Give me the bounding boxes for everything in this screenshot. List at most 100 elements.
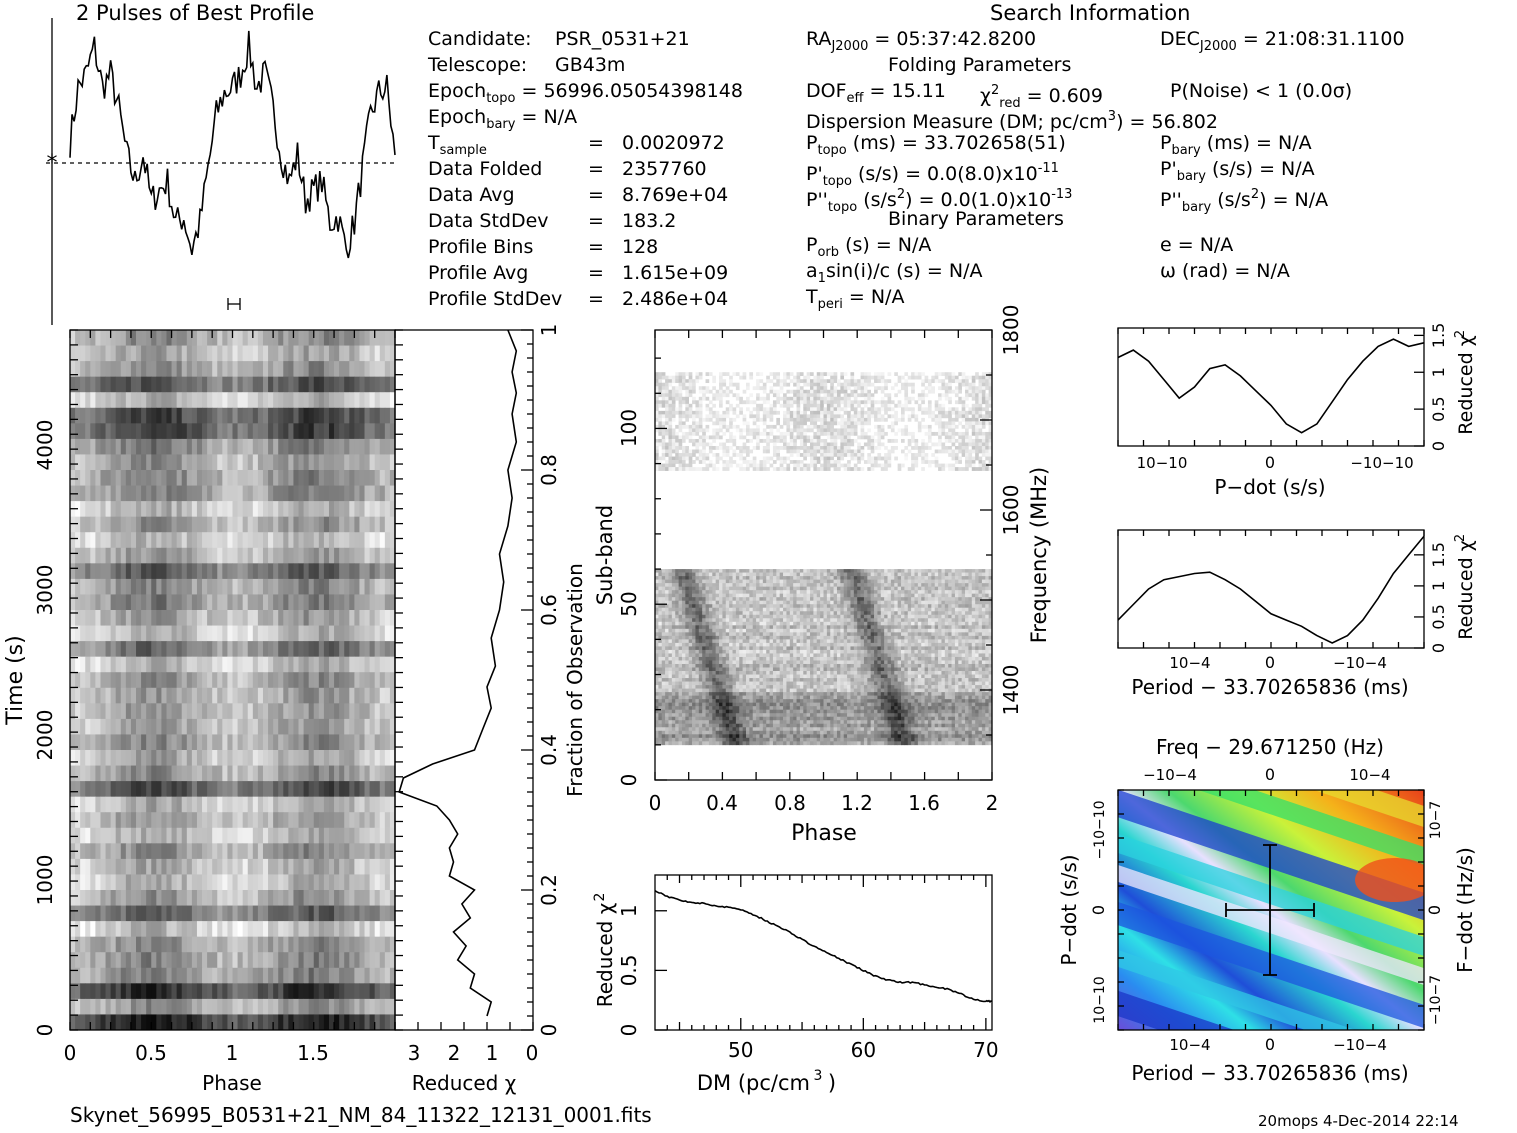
- heat-cell: [288, 376, 294, 393]
- heat-cell: [951, 424, 956, 429]
- heat-cell: [678, 372, 683, 377]
- heat-cell: [278, 843, 284, 860]
- heat-cell: [745, 424, 750, 429]
- heat-cell: [971, 438, 976, 443]
- heat-cell: [227, 532, 233, 549]
- heat-cell: [130, 765, 137, 782]
- heat-cell: [318, 656, 325, 673]
- heat-cell: [344, 967, 350, 984]
- heat-cell: [934, 414, 939, 419]
- heat-cell: [712, 428, 716, 433]
- heat-cell: [719, 372, 723, 377]
- heat-cell: [125, 718, 132, 735]
- heat-cell: [349, 827, 355, 844]
- heat-cell: [120, 796, 127, 813]
- heat-cell: [806, 453, 811, 457]
- heat-cell: [339, 858, 345, 875]
- heat-cell: [783, 438, 787, 443]
- heat-cell: [298, 656, 304, 673]
- heat-cell: [985, 410, 989, 415]
- heat-cell: [212, 858, 218, 875]
- heat-cell: [823, 396, 828, 401]
- heat-cell: [80, 672, 86, 689]
- heat-cell: [257, 641, 264, 658]
- heat-cell: [655, 467, 659, 471]
- heat-cell: [242, 438, 249, 455]
- heat-cell: [796, 446, 801, 450]
- heat-cell: [722, 446, 727, 450]
- heat-cell: [110, 967, 117, 984]
- heat-cell: [847, 435, 851, 440]
- heat-cell: [954, 389, 959, 394]
- heat-cell: [803, 438, 807, 443]
- heat-cell: [176, 874, 183, 891]
- heat-cell: [186, 687, 193, 704]
- heat-cell: [247, 501, 254, 518]
- heat-cell: [278, 890, 284, 906]
- heat-cell: [273, 532, 279, 549]
- heat-cell: [298, 625, 304, 642]
- heat-cell: [692, 438, 696, 443]
- heat-cell: [836, 449, 841, 454]
- heat-cell: [293, 718, 299, 735]
- heat-cell: [176, 454, 183, 471]
- heat-cell: [658, 382, 663, 387]
- heat-cell: [136, 547, 142, 564]
- heat-cell: [151, 345, 157, 362]
- heat-cell: [668, 382, 673, 387]
- heat-cell: [374, 641, 381, 658]
- heat-cell: [692, 431, 696, 436]
- heat-cell: [668, 449, 673, 454]
- heat-cell: [752, 467, 757, 471]
- heat-cell: [681, 467, 686, 471]
- heat-cell: [257, 796, 264, 813]
- heat-cell: [850, 431, 855, 436]
- heat-cell: [786, 424, 791, 429]
- heat-cell: [237, 672, 244, 689]
- heat-cell: [349, 656, 355, 673]
- heat-cell: [156, 967, 162, 984]
- heat-cell: [176, 921, 183, 938]
- heat-cell: [156, 392, 162, 409]
- heat-cell: [288, 827, 294, 844]
- heat-cell: [100, 563, 106, 580]
- heat-cell: [278, 905, 284, 922]
- heat-cell: [202, 501, 208, 518]
- heat-cell: [191, 796, 198, 813]
- heat-cell: [389, 905, 396, 922]
- heat-cell: [181, 952, 188, 969]
- heat-cell: [80, 750, 86, 766]
- heat-cell: [661, 467, 666, 471]
- heat-cell: [847, 453, 851, 457]
- heat-cell: [161, 578, 167, 595]
- heat-cell: [965, 414, 969, 419]
- heat-cell: [685, 453, 689, 457]
- heat-cell: [171, 952, 178, 969]
- heat-cell: [349, 423, 355, 440]
- heat-cell: [288, 423, 294, 440]
- heat-cell: [334, 501, 340, 518]
- heat-cell: [668, 396, 673, 401]
- heat-cell: [308, 874, 315, 891]
- heat-cell: [232, 392, 238, 409]
- heat-cell: [364, 641, 371, 658]
- heat-cell: [120, 843, 127, 860]
- heat-cell: [222, 407, 228, 424]
- heat-cell: [176, 890, 183, 906]
- heat-cell: [796, 417, 801, 422]
- heat-cell: [146, 532, 152, 549]
- heat-cell: [146, 361, 152, 378]
- heat-cell: [156, 687, 162, 704]
- heat-cell: [115, 936, 122, 953]
- heat-cell: [806, 438, 811, 443]
- heat-cell: [273, 392, 279, 409]
- heat-cell: [678, 407, 683, 412]
- heat-cell: [262, 718, 269, 735]
- heat-cell: [732, 442, 737, 447]
- heat-cell: [318, 610, 325, 626]
- heat-cell: [242, 781, 249, 798]
- heat-cell: [975, 569, 979, 573]
- heat-cell: [799, 396, 804, 401]
- heat-cell: [769, 414, 774, 419]
- heat-cell: [237, 1014, 244, 1031]
